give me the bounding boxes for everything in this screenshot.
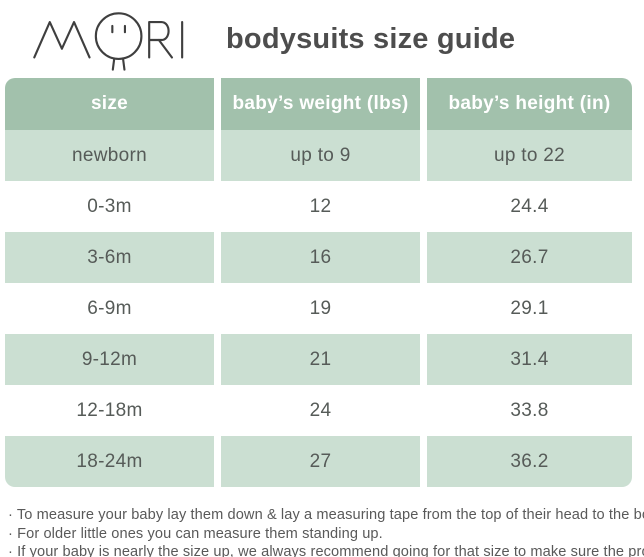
table-cell: 19 — [221, 283, 420, 334]
table-cell: 24.4 — [427, 181, 632, 232]
table-cell: 27 — [221, 436, 420, 487]
table-cell: 12-18m — [5, 385, 214, 436]
footnote-line: · To measure your baby lay them down & l… — [8, 507, 644, 523]
mori-logo-icon — [33, 12, 184, 71]
column-header: size — [5, 78, 214, 130]
table-cell: 24 — [221, 385, 420, 436]
table-cell: 33.8 — [427, 385, 632, 436]
table-cell: 16 — [221, 232, 420, 283]
footnotes: · To measure your baby lay them down & l… — [0, 506, 644, 557]
table-cell: up to 22 — [427, 130, 632, 181]
column-header: baby’s height (in) — [427, 78, 632, 130]
table-cell: up to 9 — [221, 130, 420, 181]
table-cell: 9-12m — [5, 334, 214, 385]
table-cell: 12 — [221, 181, 420, 232]
table-cell: 21 — [221, 334, 420, 385]
size-guide-table: size baby’s weight (lbs) baby’s height (in… — [5, 78, 638, 487]
table-cell: 29.1 — [427, 283, 632, 334]
footnote-line: · If your baby is nearly the size up, we… — [8, 544, 644, 557]
table-cell: 6-9m — [5, 283, 214, 334]
footnote-line: · For older little ones you can measure … — [8, 525, 383, 542]
brand-bar: bodysuits size guide — [0, 0, 644, 78]
table-cell: 0-3m — [5, 181, 214, 232]
table-cell: 31.4 — [427, 334, 632, 385]
table-cell: newborn — [5, 130, 214, 181]
column-header: baby’s weight (lbs) — [221, 78, 420, 130]
page-title: bodysuits size guide — [226, 22, 516, 55]
table-cell: 18-24m — [5, 436, 214, 487]
table-cell: 26.7 — [427, 232, 632, 283]
table-cell: 36.2 — [427, 436, 632, 487]
table-cell: 3-6m — [5, 232, 214, 283]
